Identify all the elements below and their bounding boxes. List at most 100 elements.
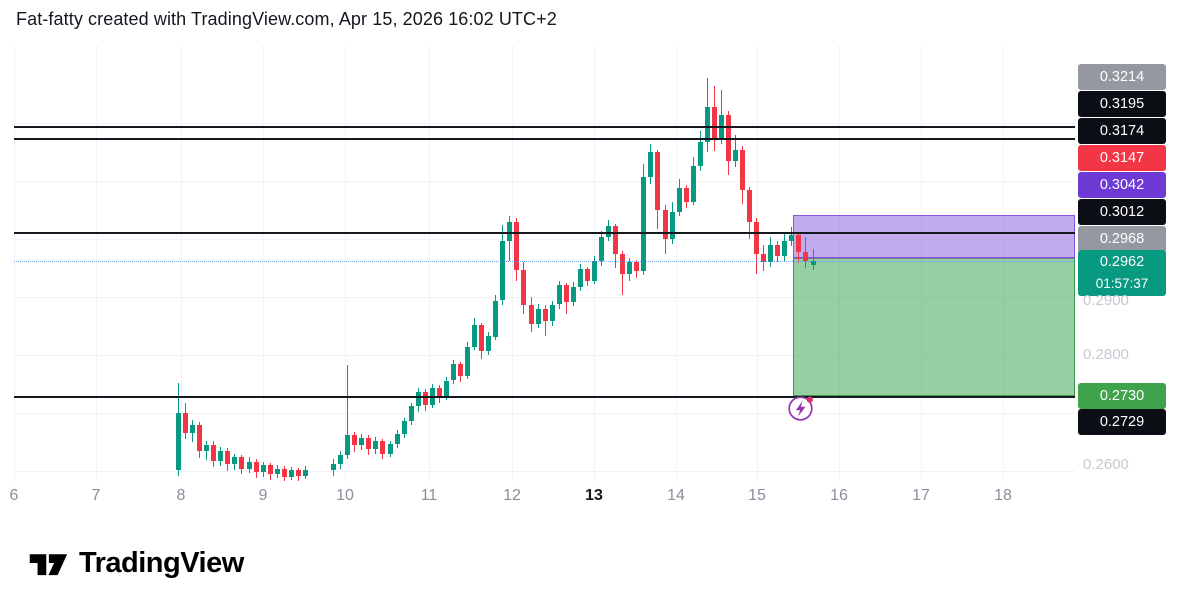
grid-line-vertical xyxy=(96,45,97,482)
grid-line-vertical xyxy=(512,45,513,482)
time-label-9: 9 xyxy=(258,487,268,504)
price-scale-label: 0.2800 xyxy=(1083,346,1129,363)
grid-line-horizontal xyxy=(14,297,1075,298)
time-label-14: 14 xyxy=(667,487,685,504)
price-label-value: 0.3147 xyxy=(1099,149,1145,166)
candle-down xyxy=(613,226,619,254)
candle-down xyxy=(563,285,569,302)
price-label-value: 0.3042 xyxy=(1099,176,1145,193)
candle-down xyxy=(740,149,745,191)
candle-up xyxy=(373,440,379,449)
candle-down xyxy=(436,387,442,397)
candle-up xyxy=(648,152,654,177)
candle-down xyxy=(295,470,301,476)
candle-up xyxy=(302,469,308,476)
candle-down xyxy=(528,305,534,324)
candle-down xyxy=(655,152,661,210)
candle-up xyxy=(260,465,266,473)
grid-line-horizontal xyxy=(14,181,1075,182)
candle-down xyxy=(775,244,781,257)
candle-up xyxy=(535,308,541,324)
candle-up xyxy=(387,443,393,454)
lightning-flash-icon[interactable] xyxy=(784,391,818,425)
tradingview-logo[interactable]: TradingView xyxy=(28,543,244,583)
time-label-10: 10 xyxy=(336,487,354,504)
candle-up xyxy=(345,435,351,456)
position-entry-line[interactable] xyxy=(793,257,1075,259)
grid-line-vertical xyxy=(345,45,346,482)
candle-down xyxy=(761,254,767,263)
candle-down xyxy=(620,254,626,274)
candle-up xyxy=(697,142,703,166)
time-label-15: 15 xyxy=(748,487,766,504)
candlestick-chart-canvas[interactable] xyxy=(14,45,1075,482)
candle-up xyxy=(627,262,633,274)
time-axis[interactable]: 6 7 8 9 10 11 12 13 14 15 16 17 18 xyxy=(10,482,1075,510)
candle-down xyxy=(366,437,372,449)
candle-up xyxy=(556,285,562,305)
candle-up xyxy=(789,234,795,241)
candle-up xyxy=(204,444,210,452)
candle-down xyxy=(514,221,520,270)
grid-line-vertical xyxy=(263,45,264,482)
horizontal-price-line[interactable] xyxy=(14,232,1075,235)
price-scale-label: 0.2600 xyxy=(1083,456,1129,473)
price-label-purple: 0.3042 xyxy=(1078,172,1166,198)
price-label-black: 0.3195 xyxy=(1078,91,1166,117)
candle-down xyxy=(197,424,203,452)
candle-down xyxy=(479,324,485,351)
price-label-value: 0.3195 xyxy=(1099,95,1145,112)
candle-down xyxy=(662,210,668,239)
price-scale-label: 0.2900 xyxy=(1083,292,1129,309)
price-label-value: 0.2962 xyxy=(1099,254,1145,270)
price-label-value: 0.3214 xyxy=(1099,68,1145,85)
horizontal-price-line[interactable] xyxy=(14,125,1075,128)
price-axis[interactable]: 0.3214 0.3195 0.3174 0.3147 0.3042 0.3012 0.29… xyxy=(1075,45,1200,482)
candle-down xyxy=(211,444,217,461)
candle-up xyxy=(415,391,421,406)
candle-up xyxy=(401,421,407,434)
grid-line-horizontal xyxy=(14,471,1075,472)
grid-line-horizontal xyxy=(14,355,1075,356)
price-label-green: 0.2730 xyxy=(1078,383,1166,409)
price-label-value: 0.2730 xyxy=(1099,387,1145,404)
last-price-line xyxy=(14,261,1075,263)
candle-down xyxy=(711,107,717,138)
candle-up xyxy=(690,165,696,202)
candle-up xyxy=(176,413,181,470)
position-stop-zone[interactable] xyxy=(793,214,1075,258)
candle-up xyxy=(768,244,774,263)
price-label-value: 0.3012 xyxy=(1099,203,1145,220)
time-label-13: 13 xyxy=(585,487,603,504)
candle-up xyxy=(190,424,196,434)
candle-up xyxy=(359,437,365,446)
time-label-17: 17 xyxy=(912,487,930,504)
candle-up xyxy=(507,221,513,242)
grid-line-vertical xyxy=(181,45,182,482)
candle-up xyxy=(599,236,604,262)
candle-up xyxy=(592,261,597,281)
candle-up xyxy=(641,176,647,272)
candle-down xyxy=(352,435,358,446)
candle-up xyxy=(274,468,280,475)
candle-up xyxy=(450,364,456,381)
horizontal-price-line[interactable] xyxy=(14,138,1075,141)
candle-down xyxy=(634,262,640,272)
candle-wick-up xyxy=(812,249,814,271)
candle-up xyxy=(500,241,506,301)
price-label-value: 0.2729 xyxy=(1099,413,1145,430)
grid-line-horizontal xyxy=(14,239,1075,240)
bar-countdown: 01:57:37 xyxy=(1095,276,1149,291)
grid-line-vertical xyxy=(676,45,677,482)
candle-down xyxy=(267,465,273,475)
price-label-red: 0.3147 xyxy=(1078,145,1166,171)
candle-up xyxy=(338,455,344,464)
price-label-gray: 0.3214 xyxy=(1078,64,1166,90)
candle-down xyxy=(803,252,809,261)
candle-up xyxy=(288,470,294,477)
horizontal-price-line[interactable] xyxy=(14,396,1075,399)
candle-down xyxy=(584,269,590,281)
position-profit-zone[interactable] xyxy=(793,257,1075,396)
time-label-6: 6 xyxy=(9,487,19,504)
